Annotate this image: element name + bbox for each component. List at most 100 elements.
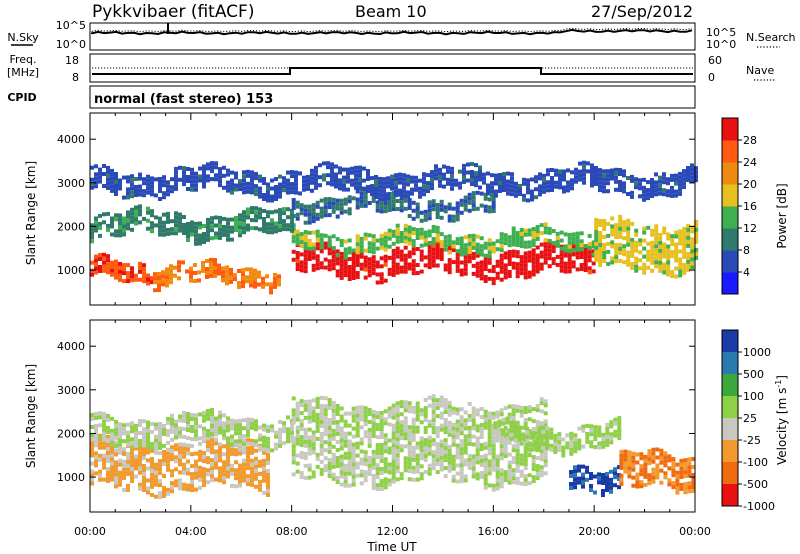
velocity-cell <box>258 487 262 492</box>
velocity-cell <box>471 418 476 423</box>
velocity-cell <box>379 479 384 483</box>
power-cell <box>515 262 520 267</box>
power-cell <box>406 178 410 183</box>
velocity-cell <box>319 447 324 452</box>
velocity-cell <box>443 438 448 443</box>
power-cell <box>674 177 678 182</box>
velocity-cell <box>339 426 344 431</box>
velocity-cell <box>647 449 652 454</box>
power-cell <box>295 229 300 234</box>
power-cell <box>399 249 404 254</box>
velocity-cell <box>601 493 605 497</box>
power-cell <box>598 172 602 177</box>
velocity-cell <box>491 439 496 444</box>
power-cell <box>610 244 615 249</box>
velocity-cell <box>343 443 348 448</box>
power-cell <box>686 267 691 272</box>
velocity-cell <box>539 421 544 426</box>
power-cell <box>363 203 368 208</box>
velocity-cell <box>134 443 138 448</box>
power-cell <box>387 208 392 212</box>
velocity-cell <box>443 398 448 403</box>
power-cell <box>506 171 510 176</box>
velocity-cell <box>617 473 621 478</box>
power-cell <box>399 257 404 262</box>
power-cell <box>254 210 258 215</box>
velocity-cell <box>266 489 270 493</box>
velocity-cell <box>561 437 566 442</box>
velocity-cell <box>589 440 594 445</box>
power-cell <box>491 201 496 205</box>
velocity-cell <box>194 459 198 464</box>
power-cell <box>218 179 222 184</box>
colorbar-block <box>722 352 738 375</box>
power-cell <box>270 222 274 227</box>
power-cell <box>278 190 282 195</box>
velocity-cell <box>597 476 601 481</box>
velocity-cell <box>631 459 636 464</box>
power-cell <box>658 179 662 184</box>
velocity-cell <box>242 418 246 423</box>
power-cell <box>598 235 603 239</box>
velocity-cell <box>451 478 456 483</box>
power-cell <box>323 209 328 214</box>
velocity-cell <box>371 465 376 470</box>
velocity-cell <box>178 462 182 467</box>
power-cell <box>307 216 312 221</box>
velocity-cell <box>202 434 206 439</box>
power-cell <box>479 236 484 241</box>
power-cell <box>654 192 658 197</box>
velocity-cell <box>631 463 636 468</box>
power-cell <box>347 257 352 261</box>
power-cell <box>339 275 344 280</box>
power-cell <box>466 170 470 175</box>
velocity-cell <box>186 459 190 464</box>
velocity-cell <box>503 426 508 431</box>
velocity-cell <box>142 488 146 492</box>
velocity-cell <box>651 451 656 456</box>
velocity-cell <box>631 455 636 460</box>
power-cell <box>363 259 368 264</box>
velocity-cell <box>238 435 242 440</box>
velocity-cell <box>178 450 182 455</box>
velocity-cell <box>339 474 344 479</box>
power-cell <box>323 197 328 202</box>
velocity-cell <box>154 470 158 475</box>
velocity-cell <box>331 420 336 425</box>
velocity-cell <box>363 414 368 419</box>
velocity-cell <box>142 476 146 480</box>
power-cell <box>174 215 178 220</box>
power-cell <box>386 180 390 185</box>
velocity-cell <box>371 449 376 454</box>
velocity-cell <box>162 431 166 436</box>
velocity-cell <box>335 460 340 464</box>
power-cell <box>506 183 510 188</box>
velocity-cell <box>295 437 300 442</box>
power-cell <box>351 248 356 253</box>
power-cell <box>390 178 394 183</box>
velocity-cell <box>90 413 94 417</box>
velocity-cell <box>150 484 154 489</box>
velocity-cell <box>367 407 372 412</box>
power-cell <box>410 191 414 196</box>
power-cell <box>575 255 580 260</box>
power-cell <box>578 169 582 174</box>
power-cell <box>534 175 538 180</box>
power-cell <box>594 166 598 170</box>
velocity-cell <box>557 448 562 453</box>
power-cell <box>618 168 622 172</box>
velocity-cell <box>351 426 356 431</box>
power-cell <box>375 204 380 209</box>
velocity-cell <box>102 445 106 450</box>
power-cell <box>202 240 206 244</box>
y-tick-label: 2000 <box>57 220 85 233</box>
power-cell <box>594 242 599 246</box>
power-cell <box>443 209 448 214</box>
power-cell <box>498 177 502 181</box>
velocity-cell <box>166 420 170 425</box>
power-cell <box>455 209 460 214</box>
power-cell <box>610 224 615 229</box>
power-cell <box>503 275 508 280</box>
velocity-cell <box>154 462 158 467</box>
